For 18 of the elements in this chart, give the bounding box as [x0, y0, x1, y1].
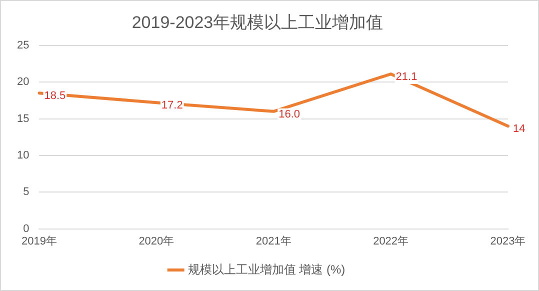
data-label: 21.1	[396, 71, 418, 84]
x-tick-label: 2021年	[256, 235, 292, 248]
data-label: 17.2	[161, 100, 183, 112]
data-label: 16.0	[278, 108, 300, 120]
y-tick-label: 20	[16, 76, 30, 88]
y-tick-label: 5	[23, 186, 30, 198]
y-tick-label: 25	[16, 39, 30, 52]
x-tick-label: 2019年	[21, 235, 57, 248]
data-label: 14	[513, 123, 526, 136]
x-tick-label: 2022年	[373, 235, 409, 248]
data-label: 18.5	[44, 90, 66, 102]
legend-label: 规模以上工业增加值 增速 (%)	[188, 262, 346, 276]
chart-title: 2019-2023年规模以上工业增加值	[132, 12, 384, 32]
y-tick-label: 0	[23, 222, 30, 235]
x-tick-label: 2023年	[490, 235, 526, 248]
y-tick-label: 15	[16, 112, 30, 125]
x-tick-label: 2020年	[138, 235, 174, 248]
y-tick-label: 10	[16, 149, 30, 162]
